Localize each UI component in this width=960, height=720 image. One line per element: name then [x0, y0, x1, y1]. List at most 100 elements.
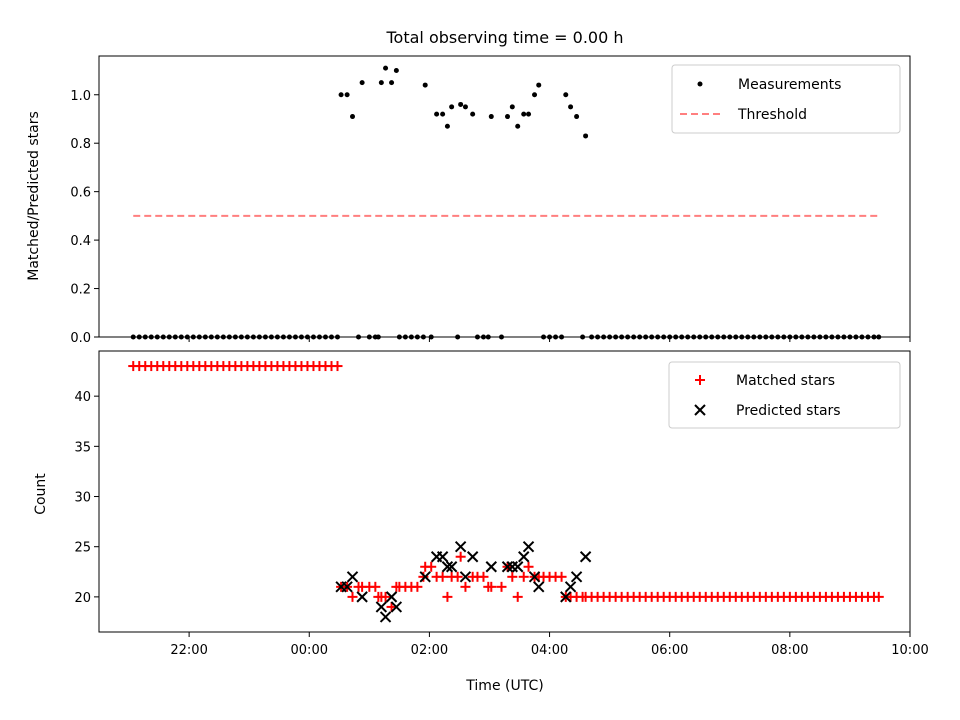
predicted-stars-point	[485, 561, 497, 573]
x-tick-label: 10:00	[891, 643, 928, 658]
matched-stars-point	[380, 591, 391, 602]
x-tick-label: 22:00	[170, 643, 207, 658]
measurements-legend-label: Measurements	[738, 77, 841, 93]
predicted-stars-point	[390, 601, 403, 613]
matched-stars-point	[873, 591, 884, 602]
measurements-point	[378, 80, 384, 86]
measurements-point	[470, 111, 476, 117]
predicted-stars-point	[564, 581, 577, 593]
x-tick-label: 00:00	[291, 643, 328, 658]
measurements-point	[338, 92, 344, 98]
count-y-tick-label: 30	[74, 491, 91, 506]
matched-stars-legend-marker	[695, 375, 705, 385]
matched-stars-point	[496, 581, 507, 592]
matched-stars-point	[442, 591, 453, 602]
matched-stars-point	[347, 591, 358, 602]
predicted-stars-point	[454, 540, 467, 553]
predicted-stars-point	[385, 591, 398, 603]
predicted-stars-point	[356, 591, 368, 603]
predicted-stars-point	[518, 551, 530, 563]
predicted-stars-legend-label: Predicted stars	[736, 403, 841, 419]
ratio-y-tick-label: 0.2	[70, 283, 91, 298]
measurements-point	[350, 114, 356, 120]
x-axis-label: Time (UTC)	[465, 678, 543, 694]
predicted-stars-point	[512, 561, 524, 573]
ratio-y-tick-label: 0.6	[70, 186, 91, 201]
predicted-stars-point	[346, 571, 359, 583]
predicted-stars-point	[560, 591, 572, 603]
measurements-point	[563, 92, 569, 98]
matched-stars-point	[523, 561, 534, 572]
measurements-point	[458, 101, 464, 107]
measurements-point	[568, 104, 574, 110]
count-marks	[128, 361, 884, 623]
measurements-point	[583, 133, 589, 139]
predicted-stars-point	[533, 581, 545, 593]
ratio-legend-box	[671, 64, 901, 134]
ratio-y-tick-label: 1.0	[70, 89, 91, 104]
ratio-y-tick-label: 0.4	[70, 234, 91, 249]
count-legend-box	[668, 361, 901, 429]
ratio-plot-frame	[98, 55, 911, 338]
x-tick-label: 06:00	[651, 643, 688, 658]
predicted-stars-point	[501, 561, 514, 573]
measurements-point	[344, 92, 350, 98]
matched-stars-point	[478, 571, 489, 582]
ratio-y-tick-label: 0.8	[70, 137, 91, 152]
count-panel: Count Time (UTC) 20 25 30 35 40 22:00 00:00 02:…	[33, 350, 929, 694]
measurements-point	[509, 104, 515, 110]
ratio-y-tick-label: 0.0	[70, 331, 91, 346]
ratio-y-axis-label: Matched/Predicted stars	[26, 111, 42, 281]
matched-stars-point	[452, 571, 463, 582]
matched-stars-point	[512, 591, 523, 602]
predicted-stars-point	[570, 571, 583, 583]
matched-stars-point	[370, 581, 381, 592]
predicted-stars-point	[522, 540, 535, 553]
measurements-point	[526, 111, 532, 117]
measurements-point	[383, 65, 389, 71]
matched-stars-point	[507, 571, 518, 582]
measurements-point	[532, 92, 538, 98]
matched-stars-point	[418, 571, 429, 582]
measurements-point	[505, 114, 511, 120]
matched-stars-legend-label: Matched stars	[736, 373, 835, 389]
matched-stars-point	[412, 581, 423, 592]
predicted-stars-point	[436, 551, 449, 563]
matched-stars-point	[332, 361, 343, 372]
measurements-point	[422, 82, 428, 88]
matched-stars-point	[460, 581, 471, 592]
count-axes: 20 25 30 35 40 22:00 00:00 02:00 04:00 06:00 08:00…	[74, 390, 928, 658]
x-tick-label: 02:00	[411, 643, 448, 658]
matched-stars-point	[486, 581, 497, 592]
measurements-point	[359, 80, 365, 86]
measurements-point	[449, 104, 455, 110]
predicted-stars-point	[375, 601, 388, 613]
measurements-point	[515, 123, 521, 129]
measurements-point	[389, 80, 395, 86]
predicted-stars-point	[459, 571, 472, 583]
count-y-tick-label: 35	[74, 440, 91, 455]
predicted-stars-point	[528, 571, 541, 583]
x-tick-label: 04:00	[531, 643, 568, 658]
chart-title: Total observing time = 0.00 h	[385, 28, 623, 47]
measurements-point	[574, 114, 580, 120]
measurements-point	[521, 111, 527, 117]
count-legend: Matched stars Predicted stars	[668, 361, 901, 429]
measurements-point	[536, 82, 542, 88]
x-tick-label: 08:00	[771, 643, 808, 658]
matched-stars-point	[455, 551, 466, 562]
matched-stars-point	[386, 601, 397, 612]
matched-stars-point	[518, 571, 529, 582]
measurements-point	[440, 111, 446, 117]
measurements-point	[488, 114, 494, 120]
measurements-point	[444, 123, 450, 129]
predicted-stars-point	[341, 581, 353, 593]
predicted-stars-point	[466, 551, 479, 563]
count-y-tick-label: 40	[74, 390, 91, 405]
matched-stars-point	[426, 561, 437, 572]
measurements-point	[462, 104, 468, 110]
predicted-stars-legend-marker	[694, 404, 706, 416]
predicted-stars-point	[579, 551, 592, 563]
ratio-axes: 0.0 0.2 0.4 0.6 0.8 1.0	[70, 89, 911, 346]
